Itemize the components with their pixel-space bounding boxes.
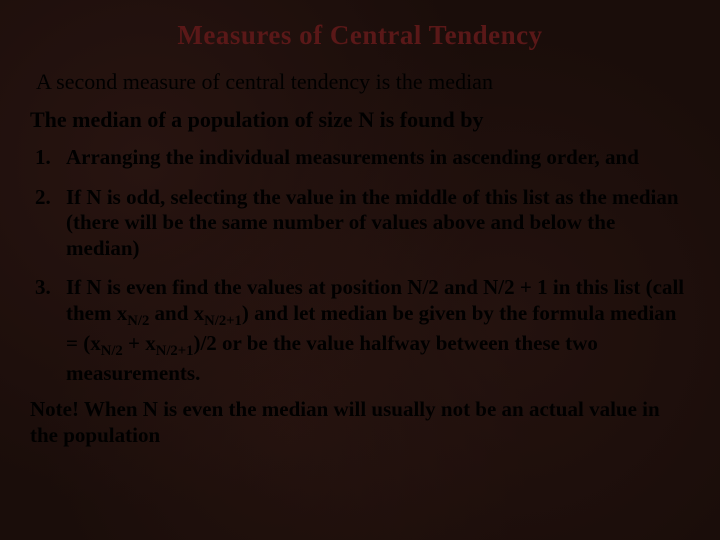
note-text: Note! When N is even the median will usu… bbox=[30, 397, 690, 448]
intro-text: A second measure of central tendency is … bbox=[30, 69, 690, 95]
step-3-sub: N/2 bbox=[101, 343, 123, 359]
slide-content: Measures of Central Tendency A second me… bbox=[0, 0, 720, 540]
step-3-sub: N/2+1 bbox=[204, 313, 242, 329]
step-3-sub: N/2+1 bbox=[156, 343, 194, 359]
step-3-sub: N/2 bbox=[127, 313, 149, 329]
step-3-part: and x bbox=[149, 301, 204, 325]
step-1: Arranging the individual measurements in… bbox=[56, 145, 690, 171]
step-3-part: + x bbox=[123, 331, 156, 355]
steps-list: Arranging the individual measurements in… bbox=[30, 145, 690, 387]
step-3: If N is even find the values at position… bbox=[56, 275, 690, 386]
slide-title: Measures of Central Tendency bbox=[30, 20, 690, 51]
subheading: The median of a population of size N is … bbox=[30, 107, 690, 133]
step-2: If N is odd, selecting the value in the … bbox=[56, 185, 690, 262]
